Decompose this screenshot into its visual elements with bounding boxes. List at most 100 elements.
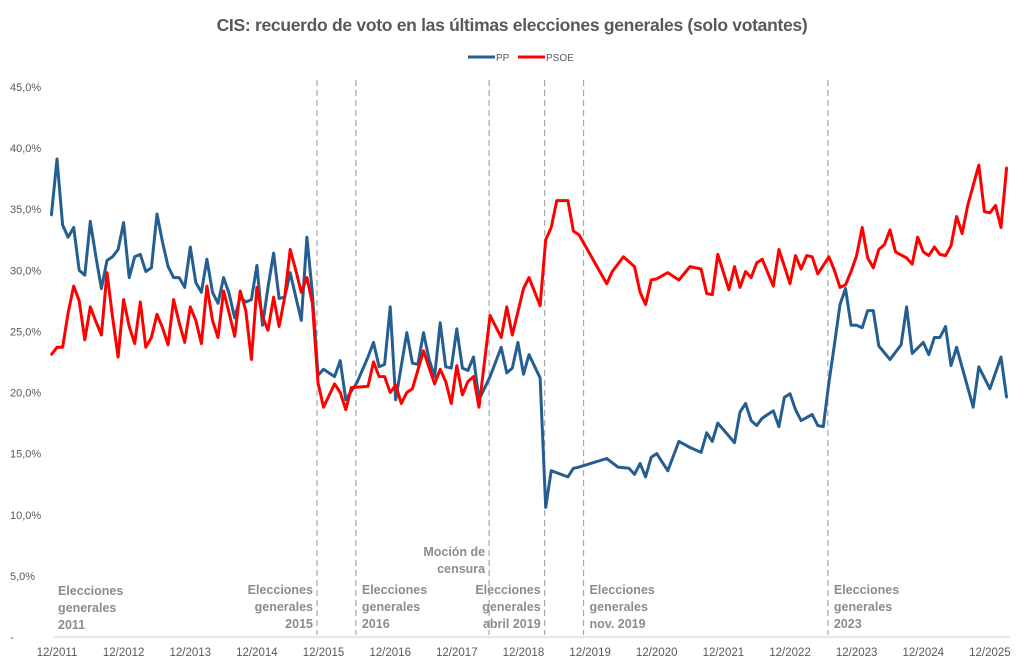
data-point-psoe bbox=[511, 333, 514, 337]
data-point-psoe bbox=[555, 199, 558, 202]
data-point-pp bbox=[794, 408, 797, 411]
data-point-pp bbox=[389, 305, 392, 309]
annotation-text: Elecciones bbox=[590, 583, 655, 597]
data-point-pp bbox=[128, 276, 131, 279]
event-marker: Elecciones generales 2015 bbox=[248, 80, 318, 635]
data-point-pp bbox=[433, 375, 436, 378]
data-point-psoe bbox=[455, 364, 458, 367]
data-point-psoe bbox=[205, 284, 209, 288]
data-point-psoe bbox=[550, 226, 553, 229]
data-point-pp bbox=[444, 365, 447, 368]
data-point-pp bbox=[977, 365, 980, 368]
data-point-psoe bbox=[411, 387, 414, 390]
data-point-pp bbox=[205, 258, 209, 261]
data-point-psoe bbox=[927, 254, 930, 257]
data-point-psoe bbox=[744, 270, 747, 273]
data-point-pp bbox=[383, 363, 386, 366]
data-point-pp bbox=[616, 465, 620, 469]
data-point-pp bbox=[577, 465, 581, 469]
data-point-psoe bbox=[161, 326, 164, 329]
data-point-psoe bbox=[389, 391, 392, 394]
data-point-pp bbox=[783, 396, 786, 399]
data-point-psoe bbox=[794, 254, 797, 257]
data-point-pp bbox=[255, 264, 259, 267]
data-point-pp bbox=[183, 286, 186, 289]
data-point-pp bbox=[944, 325, 947, 328]
data-point-psoe bbox=[911, 262, 914, 266]
data-point-pp bbox=[211, 291, 214, 294]
data-point-psoe bbox=[450, 402, 453, 405]
annotation-text: Elecciones bbox=[475, 583, 540, 597]
data-point-psoe bbox=[211, 319, 214, 322]
series-line-pp bbox=[49, 157, 1009, 509]
data-point-psoe bbox=[566, 199, 570, 202]
x-tick-label: 12/2012 bbox=[103, 647, 145, 659]
data-point-pp bbox=[516, 341, 520, 344]
data-point-pp bbox=[166, 265, 170, 268]
data-point-pp bbox=[650, 456, 653, 459]
data-point-psoe bbox=[500, 336, 503, 339]
data-point-pp bbox=[666, 469, 669, 472]
data-point-pp bbox=[633, 473, 636, 476]
data-point-psoe bbox=[849, 270, 853, 273]
data-point-pp bbox=[922, 341, 925, 344]
data-point-psoe bbox=[155, 313, 159, 316]
data-point-psoe bbox=[244, 309, 247, 312]
data-point-pp bbox=[161, 240, 164, 244]
data-point-psoe bbox=[761, 258, 764, 261]
legend-label: PP bbox=[496, 53, 510, 64]
data-point-psoe bbox=[72, 284, 75, 288]
data-point-psoe bbox=[350, 386, 353, 389]
data-point-psoe bbox=[811, 255, 814, 258]
data-point-psoe bbox=[905, 256, 908, 260]
event-marker: Elecciones generales abril 2019 bbox=[475, 80, 546, 635]
annotation-text: generales bbox=[590, 600, 648, 614]
data-point-pp bbox=[849, 324, 853, 327]
data-point-pp bbox=[755, 424, 758, 427]
y-tick-label: 45,0% bbox=[10, 82, 41, 94]
data-point-psoe bbox=[716, 253, 719, 256]
data-point-psoe bbox=[677, 278, 681, 282]
data-point-psoe bbox=[838, 286, 842, 289]
data-point-pp bbox=[905, 305, 908, 309]
data-point-psoe bbox=[777, 248, 781, 251]
data-point-pp bbox=[505, 371, 508, 375]
data-point-psoe bbox=[955, 215, 958, 218]
data-point-psoe bbox=[772, 284, 775, 288]
data-point-pp bbox=[749, 419, 753, 422]
series-pp bbox=[49, 157, 1009, 509]
data-point-psoe bbox=[277, 325, 281, 328]
data-point-pp bbox=[111, 255, 114, 258]
data-point-pp bbox=[300, 319, 303, 322]
data-point-psoe bbox=[544, 238, 547, 241]
data-point-pp bbox=[250, 298, 253, 301]
data-point-pp bbox=[222, 276, 225, 279]
y-tick-label: 10,0% bbox=[10, 510, 41, 522]
data-point-psoe bbox=[216, 336, 220, 339]
data-point-pp bbox=[538, 376, 542, 379]
data-point-pp bbox=[566, 475, 570, 479]
data-point-pp bbox=[838, 303, 842, 306]
data-point-pp bbox=[988, 387, 992, 390]
data-point-pp bbox=[816, 424, 819, 427]
data-point-psoe bbox=[61, 346, 64, 349]
event-marker: Moción de censura bbox=[423, 80, 490, 635]
data-point-psoe bbox=[916, 236, 919, 239]
annotation-text: 2011 bbox=[58, 618, 85, 632]
data-point-pp bbox=[688, 446, 692, 449]
data-point-pp bbox=[439, 321, 442, 324]
data-point-psoe bbox=[855, 254, 858, 257]
data-point-psoe bbox=[622, 255, 625, 258]
data-point-psoe bbox=[844, 283, 847, 287]
data-point-pp bbox=[572, 467, 575, 470]
data-point-pp bbox=[411, 362, 414, 365]
y-tick-label: 30,0% bbox=[10, 265, 41, 277]
y-tick-label: 25,0% bbox=[10, 326, 41, 338]
data-point-pp bbox=[811, 413, 814, 416]
data-point-pp bbox=[822, 425, 825, 428]
data-point-psoe bbox=[666, 271, 669, 274]
data-point-psoe bbox=[572, 229, 575, 233]
data-point-psoe bbox=[122, 298, 125, 301]
x-tick-label: 12/2023 bbox=[836, 647, 878, 659]
data-point-psoe bbox=[949, 244, 953, 247]
